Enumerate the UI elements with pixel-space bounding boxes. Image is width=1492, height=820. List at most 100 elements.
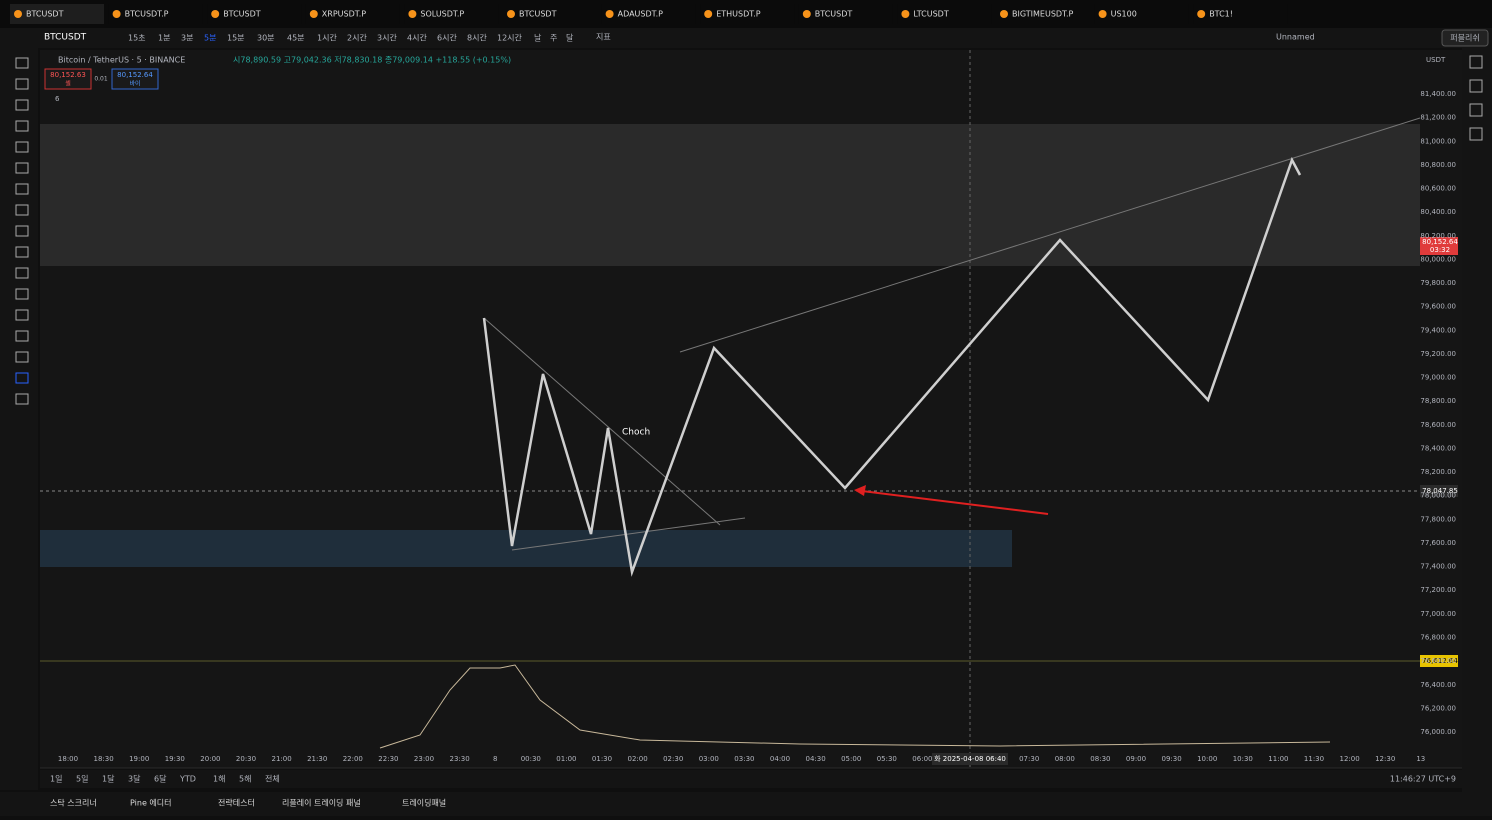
- range[interactable]: 1해: [213, 774, 225, 784]
- time-tick: 13: [1416, 755, 1425, 763]
- level-price-box: [1420, 655, 1458, 667]
- tool-icon[interactable]: [15, 78, 29, 90]
- tab-icon: [605, 10, 614, 18]
- price-tick: 77,800.00: [1420, 515, 1456, 523]
- interval[interactable]: 1시간: [317, 33, 337, 43]
- price-tick: 77,400.00: [1420, 563, 1456, 571]
- tool-icon[interactable]: [15, 309, 29, 321]
- tool-icon[interactable]: [15, 288, 29, 300]
- tab-label[interactable]: US100: [1111, 10, 1137, 19]
- tab-label[interactable]: BTC1!: [1209, 10, 1233, 19]
- panel-tab[interactable]: 스탁 스크리너: [50, 798, 97, 808]
- tool-icon[interactable]: [15, 351, 29, 363]
- tab-label[interactable]: LTCUSDT: [913, 10, 948, 19]
- tool-icon[interactable]: [15, 57, 29, 69]
- tab-label[interactable]: BTCUSDT: [26, 10, 64, 19]
- interval[interactable]: 달: [566, 34, 574, 43]
- range[interactable]: 6달: [154, 775, 167, 784]
- time-tick: 18:00: [58, 755, 78, 763]
- tool-icon[interactable]: [15, 372, 29, 384]
- tab[interactable]: [503, 4, 597, 24]
- interval[interactable]: 3시간: [377, 33, 397, 43]
- tool-icon[interactable]: [15, 225, 29, 237]
- publish-button[interactable]: [1441, 29, 1489, 47]
- tab-label[interactable]: XRPUSDT.P: [322, 10, 366, 19]
- interval[interactable]: 12시간: [497, 33, 523, 43]
- range[interactable]: 3달: [128, 775, 141, 784]
- range[interactable]: 1일: [50, 775, 62, 784]
- panel-tab[interactable]: 전략테스터: [218, 798, 255, 808]
- tab-label[interactable]: ADAUSDT.P: [618, 10, 664, 19]
- interval[interactable]: 3분: [181, 34, 193, 43]
- range[interactable]: 전체: [265, 774, 280, 784]
- time-tick: 04:00: [770, 755, 790, 763]
- interval[interactable]: 4시간: [407, 33, 427, 43]
- publish[interactable]: 퍼블리쉬: [1450, 33, 1479, 43]
- tab[interactable]: [207, 4, 302, 24]
- tool-icon[interactable]: [15, 393, 29, 405]
- tool-icon[interactable]: [15, 183, 29, 195]
- sell-box[interactable]: [44, 68, 92, 90]
- layout-name[interactable]: Unnamed: [1276, 33, 1315, 42]
- tab[interactable]: [601, 4, 696, 24]
- tab-label[interactable]: BTCUSDT: [223, 10, 261, 19]
- zigzag: [482, 156, 1302, 577]
- side-icon[interactable]: [1469, 79, 1483, 93]
- range[interactable]: 1달: [102, 775, 115, 784]
- interval[interactable]: 15분: [227, 34, 245, 43]
- indicators[interactable]: 지표: [596, 33, 611, 42]
- tool-icon[interactable]: [15, 246, 29, 258]
- currency[interactable]: USDT: [1426, 56, 1446, 64]
- interval[interactable]: 1분: [158, 34, 170, 43]
- interval[interactable]: 주: [550, 34, 557, 43]
- tab-label[interactable]: BIGTIMEUSDT.P: [1012, 10, 1074, 19]
- interval[interactable]: 5분: [204, 34, 216, 43]
- panel-tab[interactable]: Pine 에디터: [130, 799, 172, 808]
- tool-icon[interactable]: [15, 99, 29, 111]
- tool-icon[interactable]: [15, 204, 29, 216]
- spread: 0.01: [94, 76, 108, 83]
- tab[interactable]: [798, 4, 893, 24]
- tab[interactable]: [700, 4, 795, 24]
- tab-label[interactable]: SOLUSDT.P: [420, 10, 464, 19]
- tool-icon[interactable]: [15, 267, 29, 279]
- buy-box[interactable]: [111, 68, 159, 90]
- tab[interactable]: [305, 4, 400, 24]
- tool-icon[interactable]: [15, 330, 29, 342]
- tab[interactable]: [404, 4, 499, 24]
- tab[interactable]: [108, 4, 203, 24]
- tab[interactable]: [1193, 4, 1288, 24]
- crosshair-price: 78,047.85: [1422, 487, 1458, 495]
- tab[interactable]: [1094, 4, 1189, 24]
- side-icon[interactable]: [1469, 55, 1483, 69]
- tab[interactable]: [897, 4, 992, 24]
- bottom-panel: [0, 792, 1462, 816]
- interval[interactable]: 6시간: [437, 33, 457, 43]
- interval[interactable]: 15초: [128, 34, 146, 43]
- price-tick: 81,200.00: [1420, 114, 1456, 122]
- sell-label: 셀: [65, 80, 71, 88]
- tab-label[interactable]: BTCUSDT: [519, 10, 557, 19]
- interval[interactable]: 날: [534, 33, 542, 43]
- tab-label[interactable]: BTCUSDT: [815, 10, 853, 19]
- range[interactable]: YTD: [179, 775, 196, 784]
- tool-icon[interactable]: [15, 162, 29, 174]
- tab[interactable]: [10, 4, 104, 24]
- panel-tab[interactable]: 리플레이 트레이딩 패널: [282, 798, 361, 808]
- tab[interactable]: [996, 4, 1090, 24]
- symbol[interactable]: BTCUSDT: [44, 33, 87, 43]
- tab-label[interactable]: ETHUSDT.P: [716, 10, 761, 19]
- interval[interactable]: 2시간: [347, 33, 367, 43]
- interval[interactable]: 45분: [287, 34, 305, 43]
- range[interactable]: 5일: [76, 775, 88, 784]
- interval[interactable]: 8시간: [467, 33, 487, 43]
- tool-icon[interactable]: [15, 141, 29, 153]
- tool-icon[interactable]: [15, 120, 29, 132]
- side-icon[interactable]: [1469, 103, 1483, 117]
- time-tick: 05:30: [877, 755, 897, 763]
- side-icon[interactable]: [1469, 127, 1483, 141]
- interval[interactable]: 30분: [257, 34, 275, 43]
- range[interactable]: 5해: [239, 774, 251, 784]
- tab-label[interactable]: BTCUSDT.P: [125, 10, 169, 19]
- panel-tab[interactable]: 트레이딩패널: [402, 798, 446, 808]
